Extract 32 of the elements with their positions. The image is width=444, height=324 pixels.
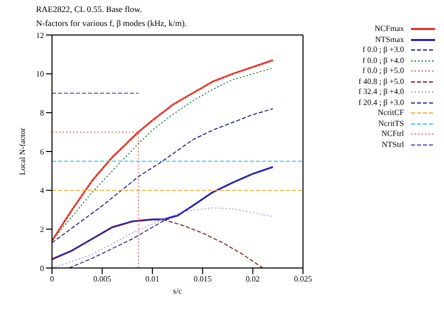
x-tick-label: 0.025	[294, 274, 312, 284]
legend-label: NcritTS	[378, 118, 404, 129]
legend-label: f 32.4 ; β +4.0	[358, 87, 404, 98]
line-series	[52, 207, 274, 268]
legend-label: f 0.0 ; β +4.0	[362, 56, 404, 66]
legend-label: NTStrl	[382, 140, 404, 150]
legend-label: NcritCF	[378, 108, 404, 118]
legend-label: f 0.0 ; β +5.0	[362, 66, 404, 76]
y-tick-label: 6	[40, 147, 44, 156]
legend-label: f 20.4 ; β +3.0	[358, 98, 404, 108]
y-axis-title: Local N-factor	[18, 128, 27, 176]
y-tick-label: 0	[40, 264, 44, 273]
legend-label: NCFtrl	[381, 129, 404, 140]
legend-label: f 40.8 ; β +5.0	[358, 76, 404, 87]
legend-label: NCFmax	[374, 24, 404, 34]
x-tick-label: 0.015	[194, 274, 212, 284]
y-tick-label: 12	[36, 30, 44, 40]
y-tick-label: 2	[40, 225, 44, 234]
legend-label: f 0.0 ; β +3.0	[362, 45, 404, 56]
line-series	[52, 218, 264, 268]
y-tick-label: 8	[40, 108, 44, 118]
line-series	[52, 108, 274, 244]
y-tick-label: 4	[40, 186, 44, 196]
x-axis-title: s/c	[173, 286, 182, 296]
legend-label: NTSmax	[375, 34, 404, 45]
y-tick-label: 10	[36, 70, 44, 79]
chart-subtitle: N-factors for various f, β modes (kHz, k/m).	[36, 18, 187, 28]
chart-title: RAE2822, CL 0.55. Base flow.	[36, 4, 143, 14]
x-tick-label: 0.02	[246, 274, 260, 284]
x-tick-label: 0.01	[145, 274, 160, 284]
x-tick-label: 0	[50, 274, 54, 284]
x-tick-label: 0.005	[93, 274, 112, 284]
